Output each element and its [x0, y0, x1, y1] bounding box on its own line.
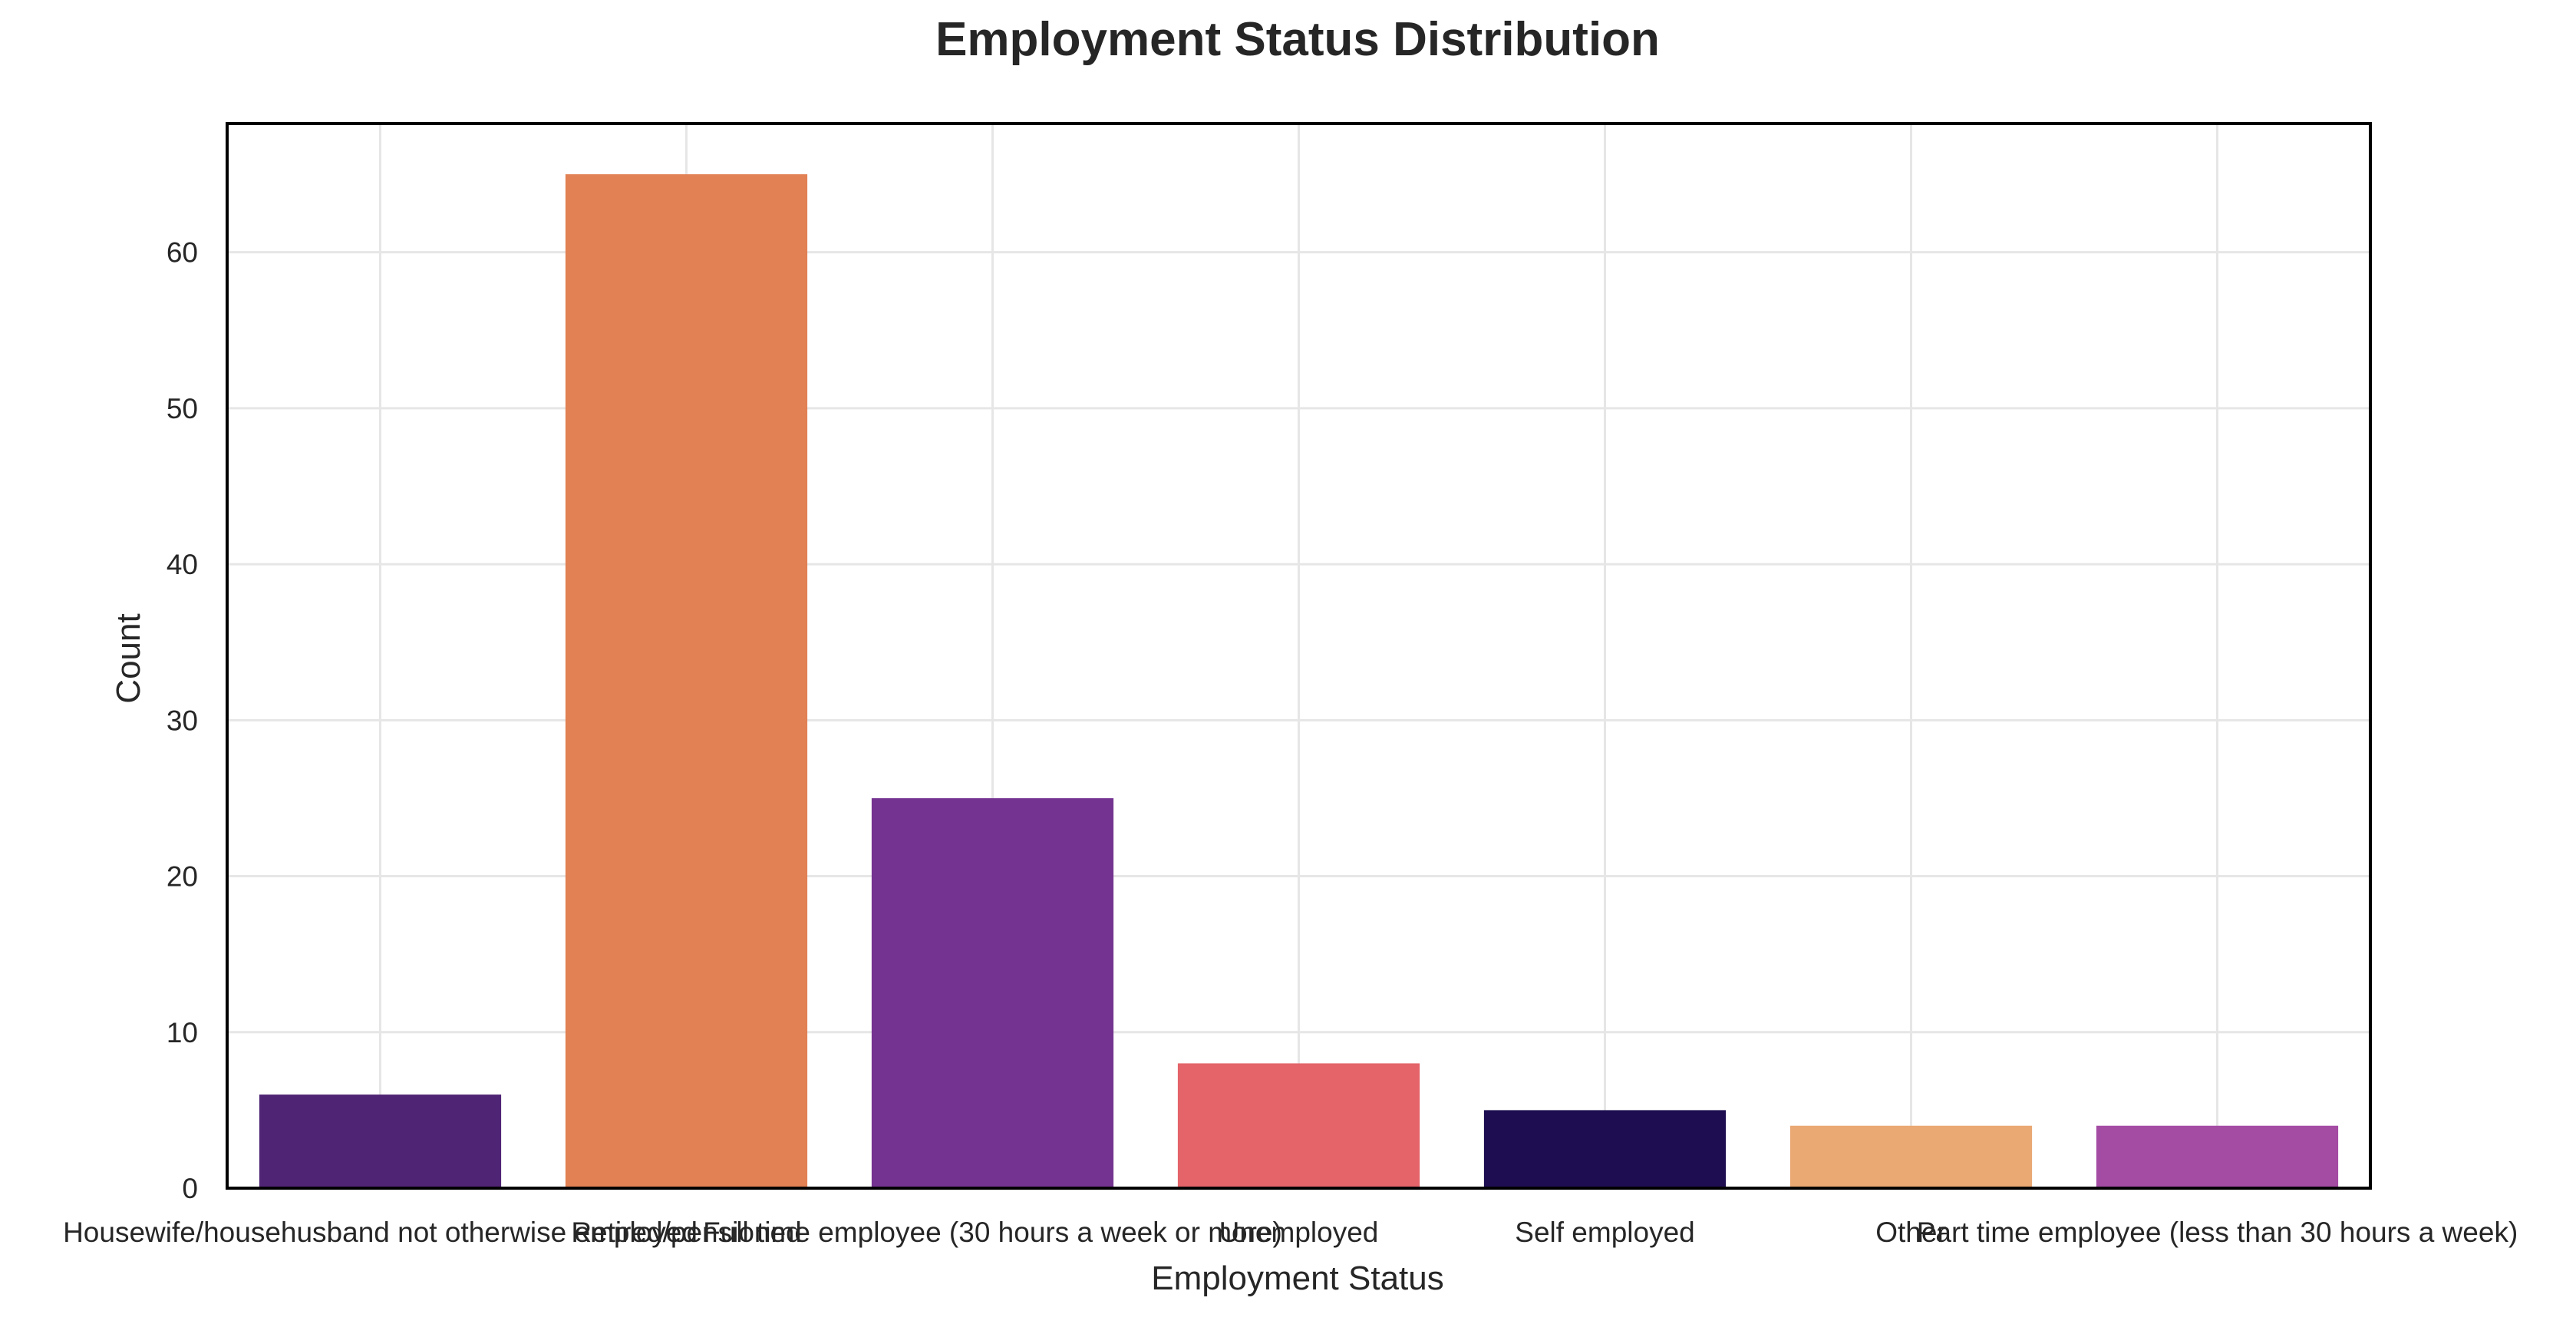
y-tick-label: 10 [167, 1017, 198, 1048]
chart-title: Employment Status Distribution [935, 13, 1660, 66]
x-tick-label: Housewife/househusband not otherwise emp… [63, 1217, 698, 1248]
y-tick-label: 30 [167, 705, 198, 736]
y-tick-label: 50 [167, 393, 198, 424]
bar [871, 797, 1114, 1188]
y-tick-layer: 0 10 20 30 40 50 60 [167, 237, 198, 1204]
y-axis-label: Count [110, 613, 147, 703]
bar [1483, 1110, 1727, 1188]
x-tick-layer: Housewife/househusband not otherwise emp… [63, 1217, 2518, 1248]
bar [2096, 1125, 2339, 1188]
y-tick-label: 60 [167, 237, 198, 269]
x-tick-label: Full time employee (30 hours a week or m… [703, 1217, 1282, 1248]
y-tick-label: 40 [167, 549, 198, 580]
x-tick-label: Other [1875, 1217, 1947, 1248]
bar [565, 174, 808, 1189]
y-tick-label: 20 [167, 861, 198, 893]
x-tick-label: Part time employee (less than 30 hours a… [1917, 1217, 2518, 1248]
grid-layer [227, 124, 2370, 1188]
plot-frame [226, 122, 2372, 1190]
x-tick-label: Self employed [1515, 1217, 1694, 1248]
bar [1177, 1063, 1420, 1188]
x-tick-label: Retired/pensioned [571, 1217, 801, 1248]
x-tick-label: Unemployed [1219, 1217, 1379, 1248]
bar-layer [259, 174, 2339, 1189]
bar [1789, 1125, 2033, 1188]
y-tick-label: 0 [182, 1173, 198, 1204]
bar [259, 1095, 502, 1188]
x-axis-label: Employment Status [1151, 1260, 1444, 1297]
